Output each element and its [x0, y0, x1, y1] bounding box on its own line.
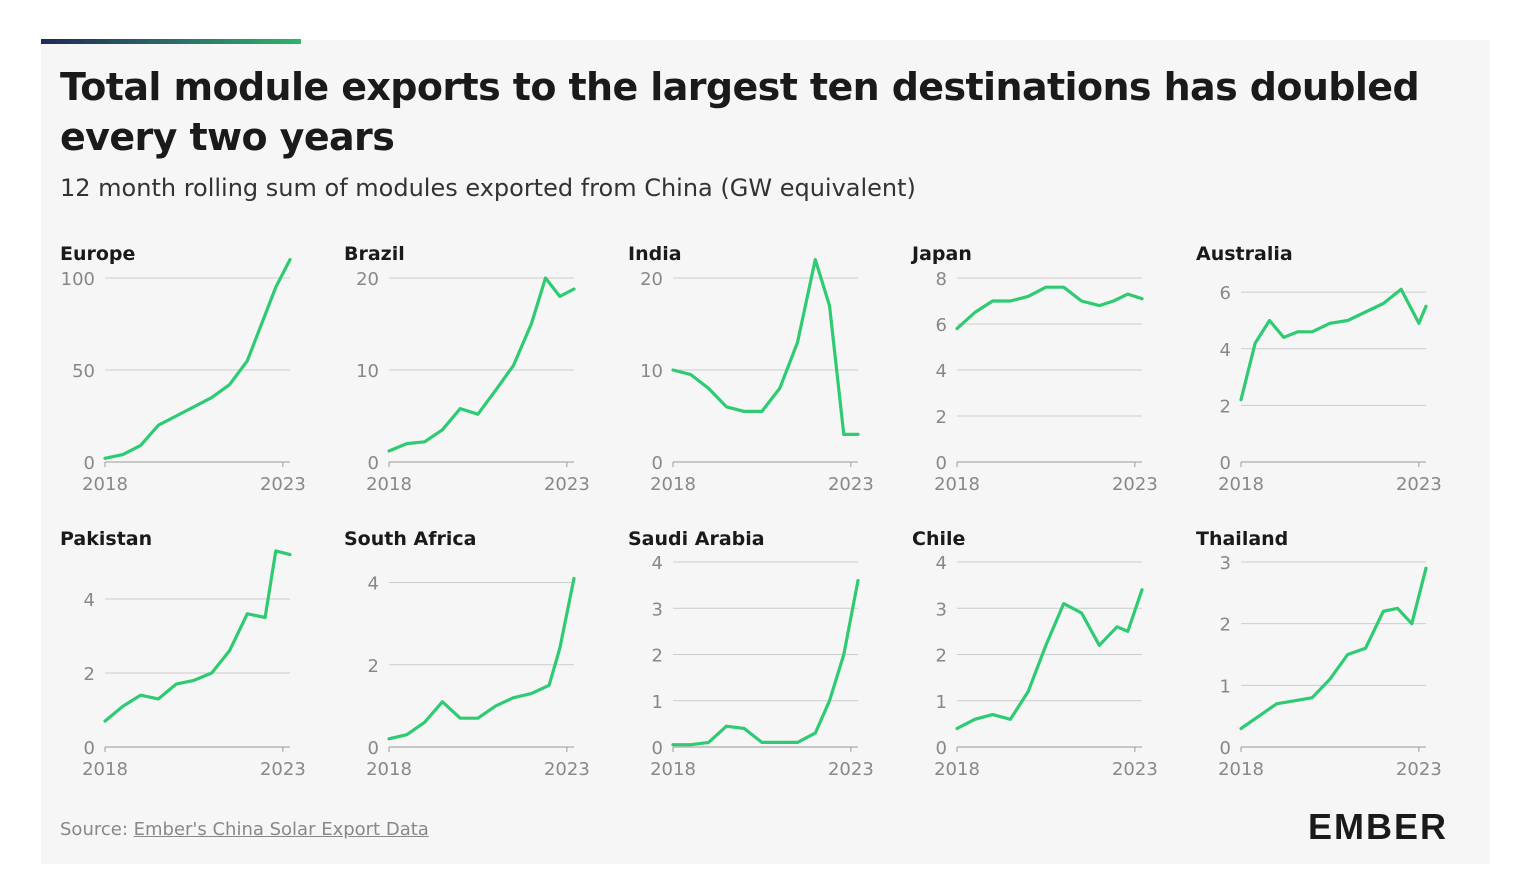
chart-chile: Chile 0 1 2 3 4 2018 2023 [912, 528, 1158, 780]
x-tick-label: 2023 [1396, 759, 1442, 780]
y-tick-label: 0 [84, 738, 95, 759]
series-line-brazil [387, 276, 576, 453]
y-tick-label: 8 [936, 269, 947, 290]
y-tick-label: 50 [72, 361, 95, 382]
x-tick-label: 2018 [650, 474, 696, 495]
chart-title-saudi-arabia: Saudi Arabia [628, 528, 765, 550]
series-line-india [671, 258, 860, 436]
y-tick-label: 4 [84, 590, 95, 611]
x-tick-label: 2023 [1112, 474, 1158, 495]
y-tick-label: 3 [936, 599, 947, 620]
chart-title-india: India [628, 243, 682, 265]
y-tick-label: 2 [368, 656, 379, 677]
source-prefix: Source: [60, 819, 134, 840]
x-tick-label: 2018 [82, 759, 128, 780]
y-tick-label: 0 [368, 738, 379, 759]
x-tick-label: 2023 [260, 759, 306, 780]
x-tick-label: 2018 [366, 474, 412, 495]
series-line-europe [103, 258, 292, 460]
series-line-chile [955, 588, 1144, 731]
y-tick-label: 0 [936, 453, 947, 474]
x-tick-label: 2023 [544, 759, 590, 780]
y-tick-label: 0 [652, 453, 663, 474]
series-line-australia [1239, 287, 1428, 402]
chart-card [41, 40, 1490, 864]
y-tick-label: 3 [1220, 553, 1231, 574]
chart-saudi-arabia: Saudi Arabia 0 1 2 3 4 2018 2023 [628, 528, 874, 780]
y-tick-label: 0 [368, 453, 379, 474]
page-title: Total module exports to the largest ten … [60, 65, 1420, 159]
x-tick-label: 2023 [544, 474, 590, 495]
x-tick-label: 2023 [828, 759, 874, 780]
y-tick-label: 10 [640, 361, 663, 382]
y-tick-label: 2 [1220, 396, 1231, 417]
y-tick-label: 0 [936, 738, 947, 759]
x-tick-label: 2018 [366, 759, 412, 780]
chart-title-brazil: Brazil [344, 243, 405, 265]
source-note: Source: Ember's China Solar Export Data [60, 819, 429, 840]
accent-bar [41, 39, 301, 44]
x-tick-label: 2018 [1218, 759, 1264, 780]
series-line-saudi-arabia [671, 578, 860, 747]
y-tick-label: 2 [1220, 615, 1231, 636]
x-tick-label: 2018 [82, 474, 128, 495]
chart-south-africa: South Africa 0 2 4 2018 2023 [344, 528, 590, 780]
chart-title-chile: Chile [912, 528, 965, 550]
y-tick-label: 20 [356, 269, 379, 290]
y-tick-label: 20 [640, 269, 663, 290]
y-tick-label: 0 [652, 738, 663, 759]
x-tick-label: 2018 [934, 474, 980, 495]
y-tick-label: 2 [936, 407, 947, 428]
chart-india: India 0 10 20 2018 2023 [628, 243, 874, 495]
y-tick-label: 6 [1220, 283, 1231, 304]
x-tick-label: 2023 [828, 474, 874, 495]
ember-logo: EMBER [1308, 808, 1448, 844]
y-tick-label: 10 [356, 361, 379, 382]
y-tick-label: 1 [1220, 676, 1231, 697]
ember-logo-text: EMBER [1308, 808, 1448, 844]
chart-title-south-africa: South Africa [344, 528, 476, 550]
x-tick-label: 2018 [1218, 474, 1264, 495]
y-tick-label: 4 [368, 574, 379, 595]
chart-australia: Australia 0 2 4 6 2018 2023 [1196, 243, 1442, 495]
y-tick-label: 1 [936, 692, 947, 713]
source-link[interactable]: Ember's China Solar Export Data [133, 819, 429, 840]
y-tick-label: 4 [936, 553, 947, 574]
y-tick-label: 4 [1220, 340, 1231, 361]
y-tick-label: 2 [652, 646, 663, 667]
x-tick-label: 2018 [650, 759, 696, 780]
chart-title-australia: Australia [1196, 243, 1293, 265]
y-tick-label: 100 [61, 269, 95, 290]
y-tick-label: 0 [1220, 453, 1231, 474]
x-tick-label: 2023 [1112, 759, 1158, 780]
y-tick-label: 2 [936, 646, 947, 667]
y-tick-label: 3 [652, 599, 663, 620]
y-tick-label: 4 [652, 553, 663, 574]
series-line-japan [955, 285, 1144, 331]
series-line-pakistan [103, 549, 292, 723]
chart-brazil: Brazil 0 10 20 2018 2023 [344, 243, 590, 495]
chart-title-japan: Japan [910, 243, 972, 265]
chart-japan: Japan 0 2 4 6 8 2018 2023 [910, 243, 1158, 495]
chart-title-europe: Europe [60, 243, 135, 265]
y-tick-label: 1 [652, 692, 663, 713]
chart-title-pakistan: Pakistan [60, 528, 152, 550]
chart-europe: Europe 0 50 100 2018 2023 [60, 243, 306, 495]
series-line-thailand [1239, 566, 1428, 731]
y-tick-label: 0 [84, 453, 95, 474]
y-tick-label: 4 [936, 361, 947, 382]
x-tick-label: 2023 [260, 474, 306, 495]
series-line-south-africa [387, 576, 576, 741]
chart-title-thailand: Thailand [1196, 528, 1288, 550]
y-tick-label: 0 [1220, 738, 1231, 759]
y-tick-label: 6 [936, 315, 947, 336]
x-tick-label: 2023 [1396, 474, 1442, 495]
chart-thailand: Thailand 0 1 2 3 2018 2023 [1196, 528, 1442, 780]
x-tick-label: 2018 [934, 759, 980, 780]
chart-pakistan: Pakistan 0 2 4 2018 2023 [60, 528, 306, 780]
y-tick-label: 2 [84, 664, 95, 685]
page-subtitle: 12 month rolling sum of modules exported… [60, 174, 916, 202]
